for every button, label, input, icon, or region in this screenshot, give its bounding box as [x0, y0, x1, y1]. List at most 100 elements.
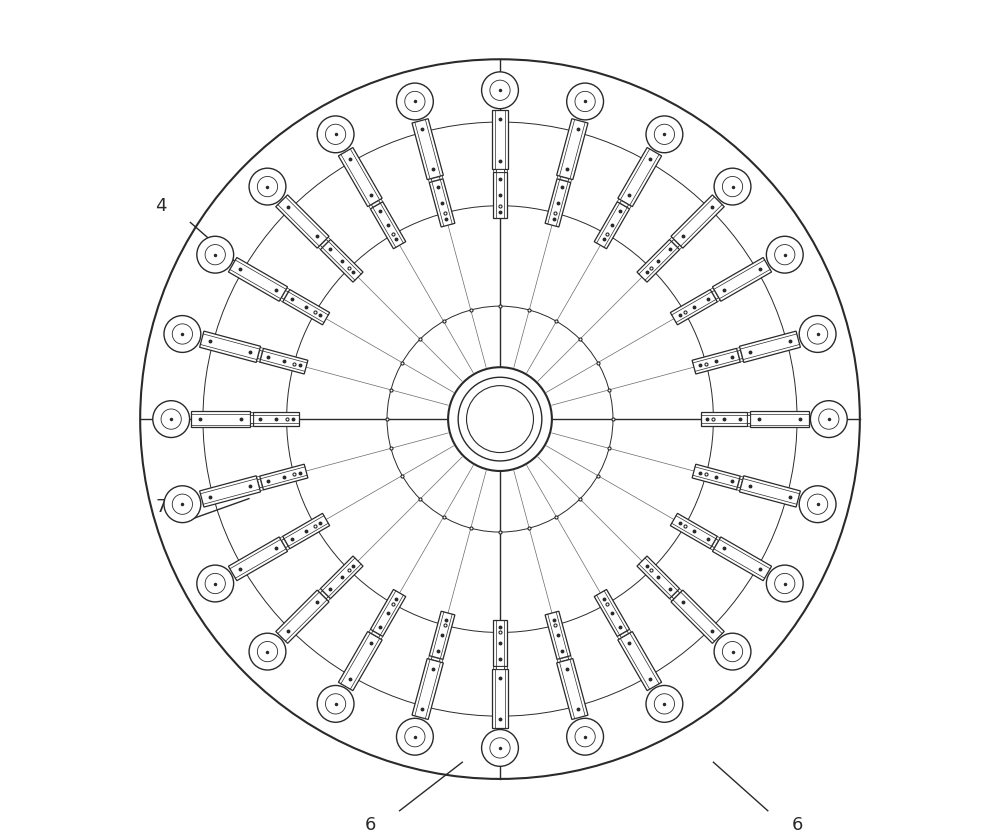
Polygon shape	[739, 331, 800, 363]
Circle shape	[799, 486, 836, 522]
Circle shape	[482, 72, 518, 109]
Polygon shape	[200, 331, 261, 363]
Polygon shape	[228, 537, 288, 581]
Polygon shape	[670, 513, 717, 548]
Polygon shape	[371, 631, 380, 637]
Polygon shape	[670, 290, 717, 324]
Polygon shape	[496, 666, 504, 669]
Polygon shape	[258, 479, 262, 488]
Polygon shape	[412, 119, 443, 180]
Polygon shape	[258, 350, 262, 359]
Polygon shape	[692, 349, 740, 374]
Polygon shape	[431, 656, 440, 661]
Polygon shape	[228, 257, 288, 301]
Polygon shape	[283, 290, 330, 324]
Polygon shape	[637, 556, 680, 599]
Polygon shape	[493, 172, 507, 218]
Polygon shape	[429, 179, 455, 227]
Polygon shape	[712, 537, 772, 581]
Circle shape	[317, 116, 354, 153]
Polygon shape	[594, 589, 630, 636]
Polygon shape	[701, 412, 747, 426]
Polygon shape	[338, 631, 382, 691]
Polygon shape	[750, 411, 809, 428]
Polygon shape	[260, 349, 308, 374]
Polygon shape	[620, 201, 629, 207]
Circle shape	[164, 315, 201, 353]
Circle shape	[317, 686, 354, 722]
Polygon shape	[739, 476, 800, 507]
Circle shape	[448, 367, 552, 471]
Polygon shape	[320, 240, 363, 282]
Polygon shape	[320, 556, 363, 599]
Polygon shape	[560, 176, 569, 181]
Circle shape	[249, 168, 286, 205]
Polygon shape	[671, 590, 724, 643]
Polygon shape	[260, 464, 308, 490]
Circle shape	[396, 83, 433, 120]
Polygon shape	[338, 147, 382, 206]
Polygon shape	[191, 411, 250, 428]
Polygon shape	[712, 290, 718, 300]
Circle shape	[197, 565, 234, 602]
Text: 6: 6	[365, 816, 376, 832]
Polygon shape	[618, 147, 662, 206]
Polygon shape	[493, 620, 507, 666]
Circle shape	[249, 633, 286, 670]
Polygon shape	[620, 631, 629, 637]
Polygon shape	[276, 590, 329, 643]
Polygon shape	[618, 631, 662, 691]
Circle shape	[567, 83, 604, 120]
Text: 4: 4	[155, 196, 167, 215]
Polygon shape	[557, 119, 588, 180]
Circle shape	[766, 236, 803, 273]
Circle shape	[766, 565, 803, 602]
Polygon shape	[712, 257, 772, 301]
Polygon shape	[560, 656, 569, 661]
Circle shape	[396, 718, 433, 755]
Circle shape	[646, 116, 683, 153]
Polygon shape	[594, 202, 630, 249]
Polygon shape	[671, 195, 724, 248]
Polygon shape	[429, 612, 455, 659]
Circle shape	[482, 730, 518, 766]
Polygon shape	[545, 612, 571, 659]
Polygon shape	[557, 659, 588, 720]
Circle shape	[153, 401, 190, 438]
Polygon shape	[492, 111, 508, 169]
Polygon shape	[712, 539, 718, 547]
Polygon shape	[282, 539, 288, 547]
Circle shape	[567, 718, 604, 755]
Circle shape	[810, 401, 847, 438]
Circle shape	[458, 377, 542, 461]
Polygon shape	[370, 202, 406, 249]
Polygon shape	[747, 415, 750, 423]
Circle shape	[646, 686, 683, 722]
Polygon shape	[692, 464, 740, 490]
Text: 6: 6	[791, 816, 803, 832]
Polygon shape	[200, 476, 261, 507]
Polygon shape	[738, 479, 742, 488]
Polygon shape	[672, 240, 680, 247]
Polygon shape	[672, 591, 680, 599]
Polygon shape	[283, 513, 330, 548]
Polygon shape	[412, 659, 443, 720]
Polygon shape	[320, 591, 328, 599]
Circle shape	[164, 486, 201, 522]
Polygon shape	[250, 415, 253, 423]
Polygon shape	[371, 201, 380, 207]
Circle shape	[714, 633, 751, 670]
Polygon shape	[320, 240, 328, 247]
Text: 7: 7	[155, 498, 167, 516]
Polygon shape	[545, 179, 571, 227]
Polygon shape	[738, 350, 742, 359]
Polygon shape	[253, 412, 299, 426]
Polygon shape	[637, 240, 680, 282]
Polygon shape	[282, 290, 288, 300]
Polygon shape	[492, 669, 508, 728]
Circle shape	[197, 236, 234, 273]
Polygon shape	[276, 195, 329, 248]
Polygon shape	[496, 169, 504, 172]
Polygon shape	[431, 176, 440, 181]
Polygon shape	[370, 589, 406, 636]
